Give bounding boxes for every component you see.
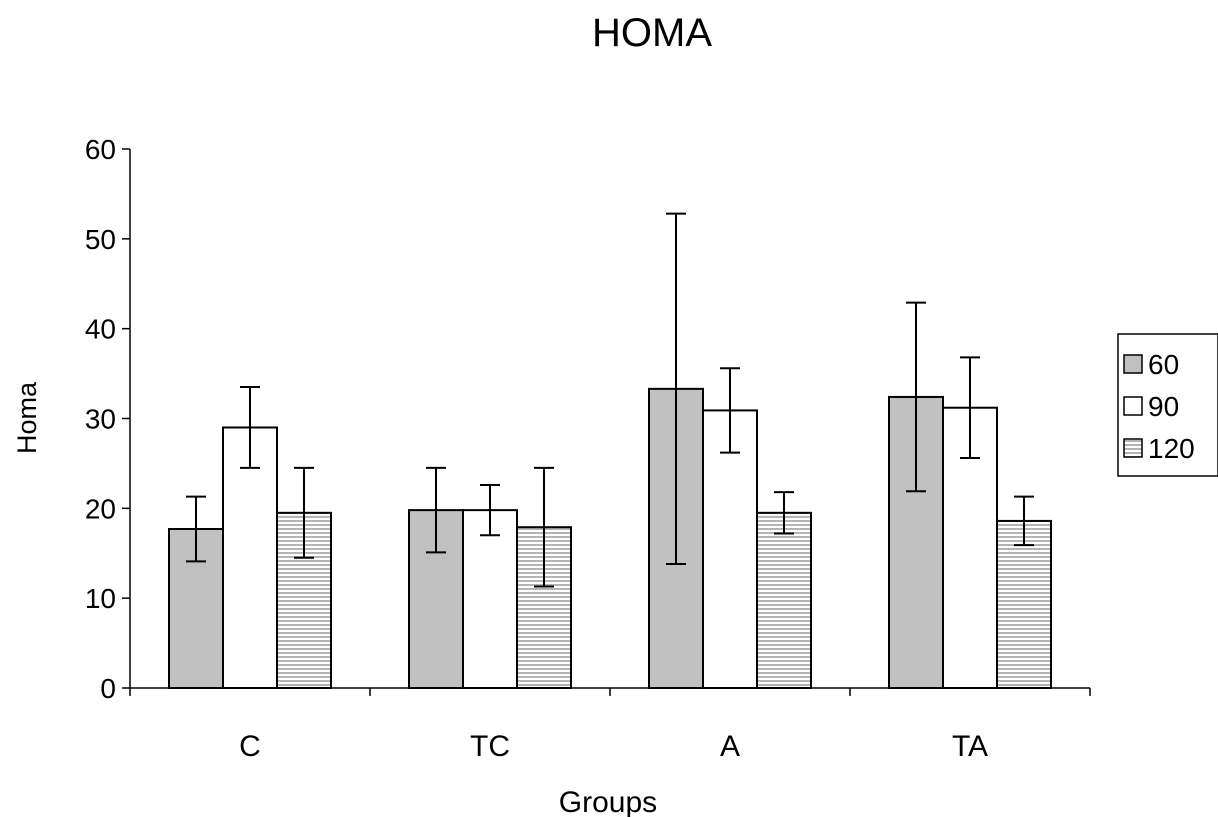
- legend-swatch: [1123, 354, 1143, 374]
- x-tick-label: C: [239, 730, 261, 763]
- bar: [756, 511, 812, 690]
- bar: [996, 519, 1052, 689]
- x-tick-label: TC: [470, 730, 510, 763]
- y-tick-label: 40: [85, 314, 116, 345]
- legend-label: 60: [1148, 349, 1179, 380]
- y-tick-label: 0: [100, 673, 116, 704]
- legend-label: 120: [1148, 433, 1195, 464]
- y-tick-label: 10: [85, 583, 116, 614]
- legend-label: 90: [1148, 391, 1179, 422]
- y-tick-label: 20: [85, 493, 116, 524]
- legend: 60 90 120: [1117, 333, 1218, 477]
- x-tick-label: TA: [952, 730, 988, 763]
- y-tick-label: 30: [85, 404, 116, 435]
- bar: [462, 509, 518, 689]
- legend-swatch: [1123, 396, 1143, 416]
- legend-swatch: [1123, 438, 1143, 458]
- y-axis-label: Homa: [12, 381, 42, 454]
- x-tick-label: A: [720, 730, 740, 763]
- x-axis-label: Groups: [559, 786, 657, 817]
- y-tick-label: 50: [85, 224, 116, 255]
- plot-area: 0 10 20 30 40 50 60 C TC A TA: [85, 134, 1091, 763]
- chart-title: HOMA: [592, 11, 712, 55]
- y-tick-label: 60: [85, 134, 116, 165]
